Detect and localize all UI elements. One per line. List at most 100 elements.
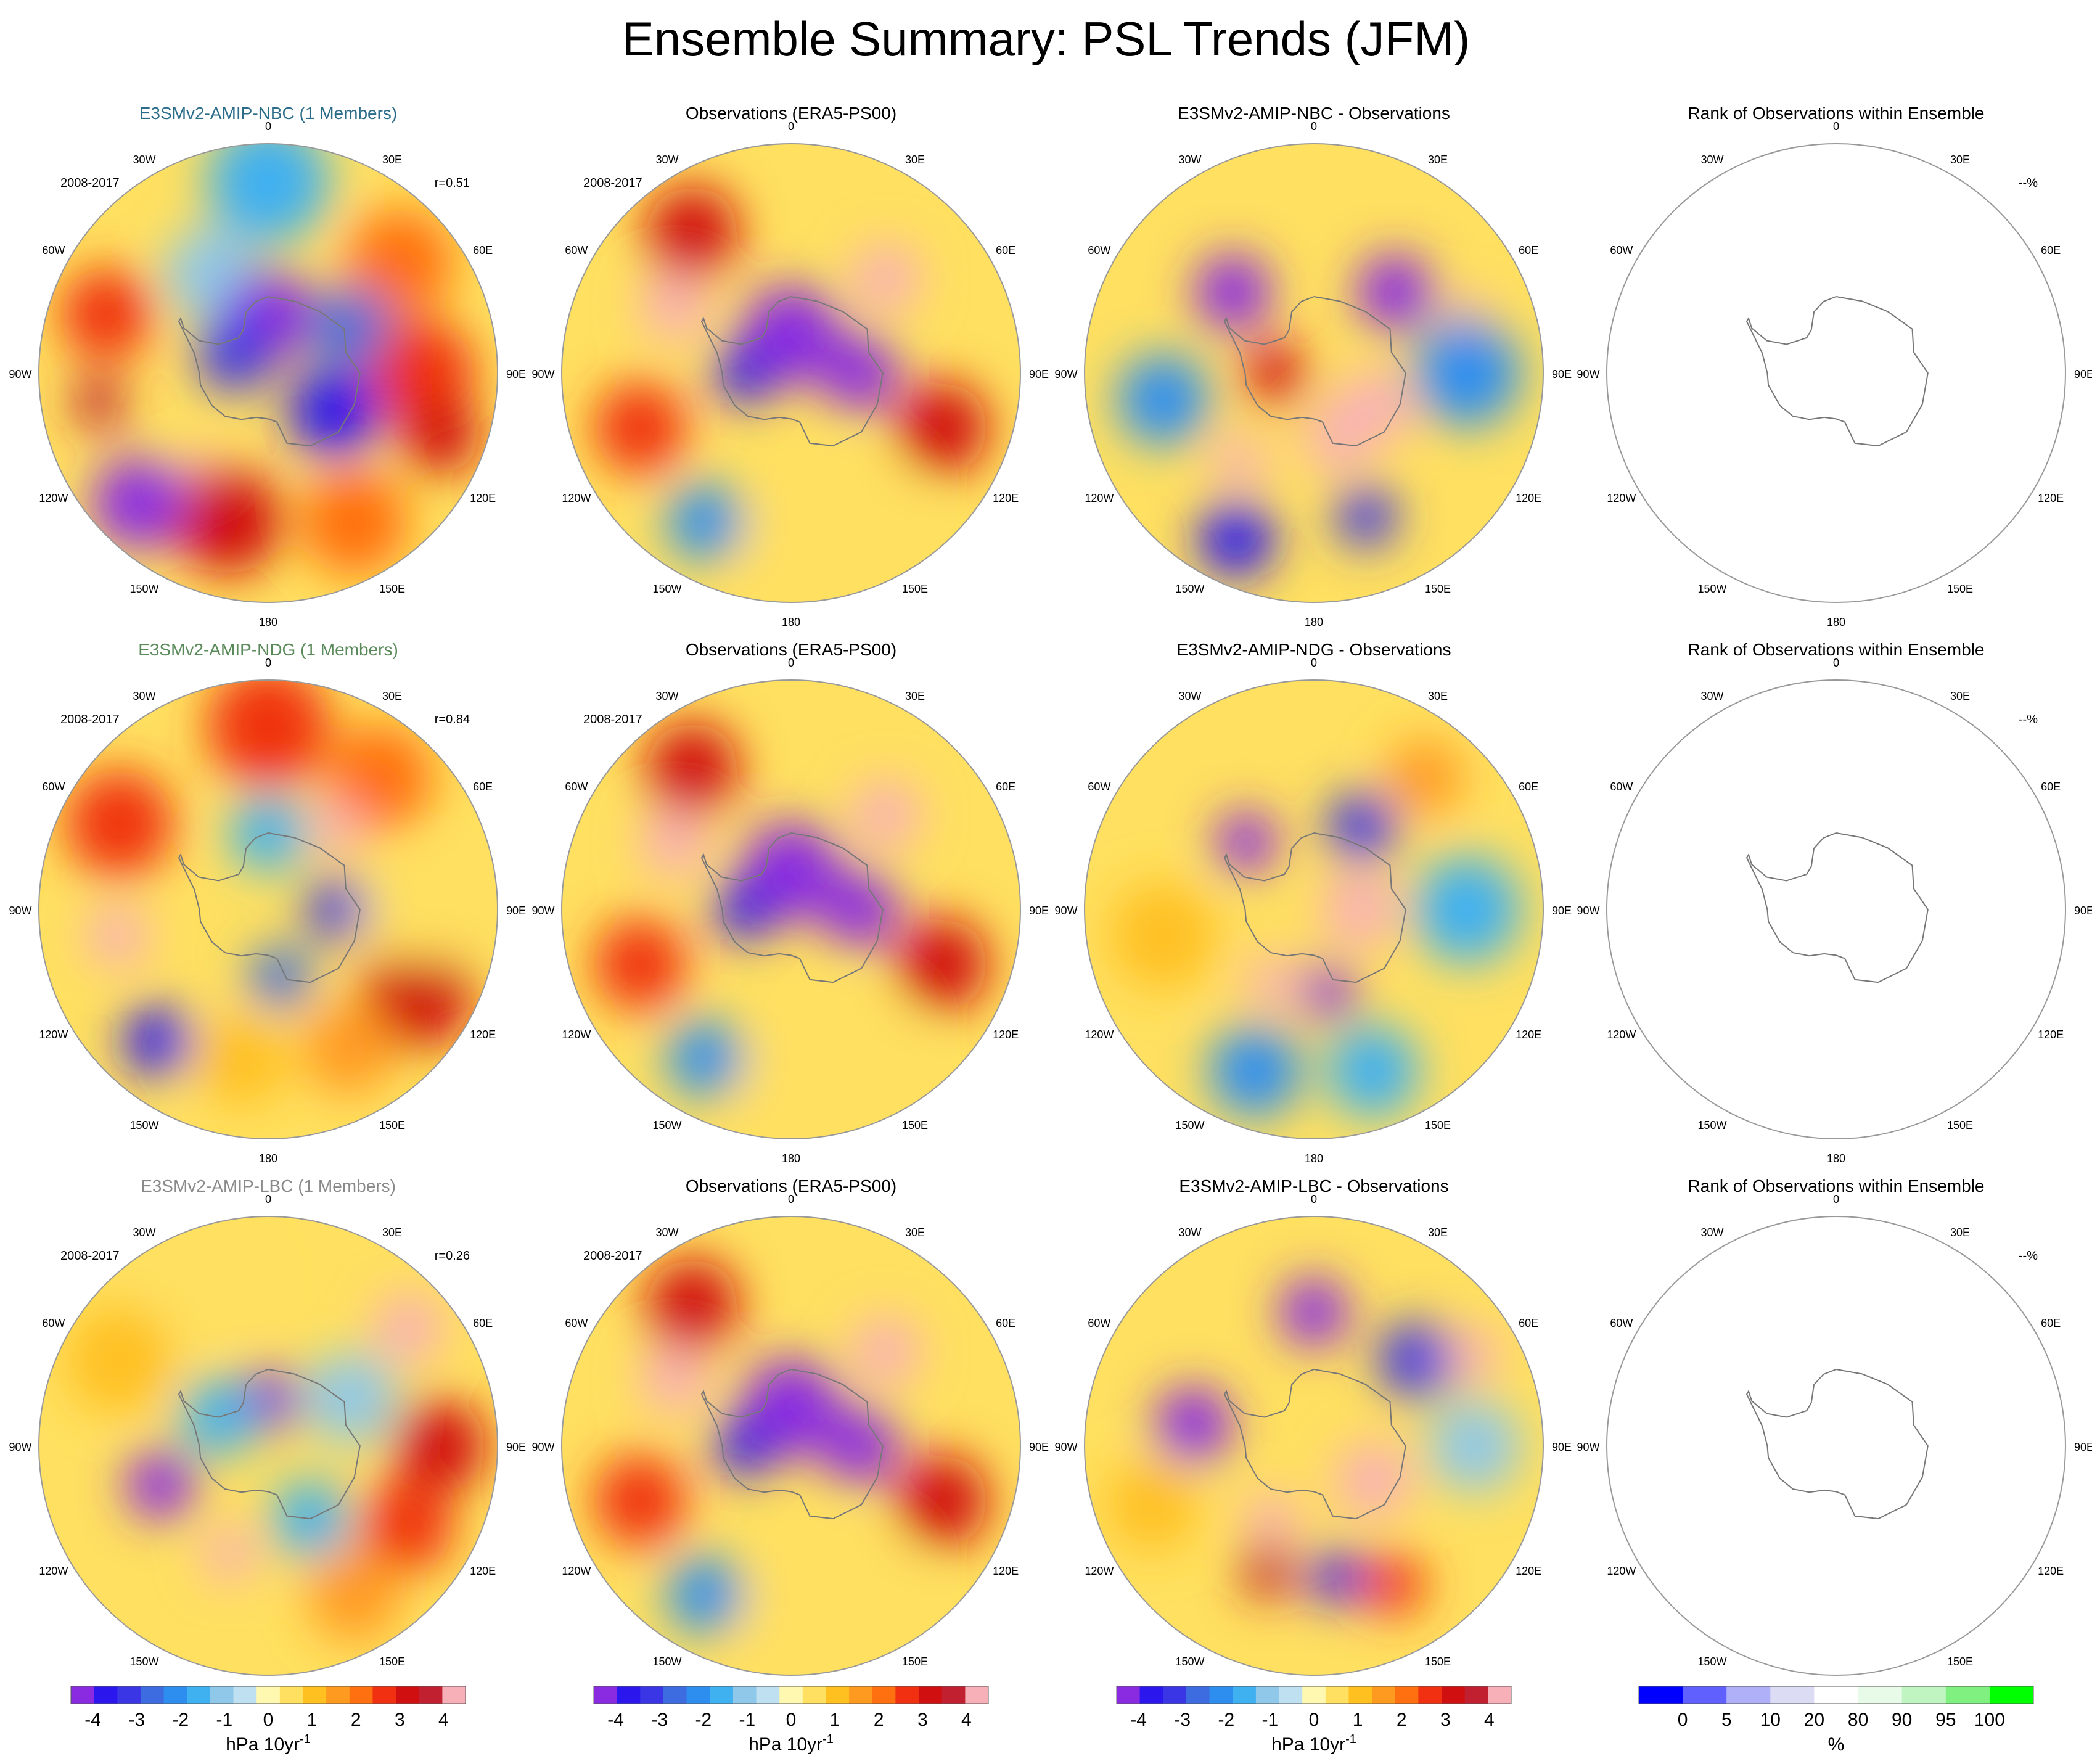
lon-label: 0 [1311, 657, 1317, 669]
colorbar-swatch [419, 1686, 443, 1704]
trend-anomaly [363, 941, 471, 1049]
antarctic-coastline [1745, 296, 1929, 447]
lon-label: 90W [1054, 1441, 1077, 1453]
trend-anomaly [155, 1231, 263, 1338]
colorbar-swatch [756, 1686, 780, 1704]
trend-anomaly [851, 244, 921, 313]
colorbar-units: hPa 10yr-1 [226, 1733, 311, 1755]
colorbar-swatch [1770, 1686, 1815, 1704]
lon-label: 0 [265, 120, 271, 133]
trend-anomaly [197, 316, 274, 392]
trend-blobs [594, 1259, 988, 1664]
colorbar-tick-label: 4 [961, 1710, 972, 1730]
lon-label: 30E [382, 154, 402, 166]
lon-label: 150E [1425, 583, 1451, 595]
trend-anomaly [821, 1532, 914, 1625]
trend-anomaly [641, 271, 710, 341]
trend-anomaly [821, 996, 914, 1088]
trend-anomaly [594, 1454, 686, 1547]
colorbar-swatch [396, 1686, 420, 1704]
trend-anomaly [310, 800, 364, 855]
lon-label: 150E [379, 583, 405, 595]
lon-label: 120E [1516, 1565, 1541, 1577]
trend-anomaly [1335, 486, 1397, 548]
period-label: 2008-2017 [60, 1249, 120, 1263]
lon-label: 120W [1607, 492, 1636, 504]
trend-anomaly [195, 1014, 288, 1106]
lon-label: 0 [265, 1193, 271, 1205]
trend-anomaly [123, 1006, 192, 1076]
trend-anomaly [821, 1408, 898, 1484]
trend-anomaly [361, 1480, 453, 1572]
colorbar-tick-label: -4 [84, 1710, 101, 1730]
colorbar-tick-label: 0 [786, 1710, 797, 1730]
colorbar-tick-label: 4 [438, 1710, 449, 1730]
lon-label: 0 [265, 657, 271, 669]
lon-label: 150E [1425, 1119, 1451, 1131]
colorbar-tick-label: -1 [1262, 1710, 1279, 1730]
colorbar-tick-label: 1 [830, 1710, 840, 1730]
lon-label: 120E [993, 1028, 1019, 1041]
colorbar-tick-label: -3 [651, 1710, 668, 1730]
lon-label: 150W [652, 583, 681, 595]
trend-anomaly [1321, 871, 1398, 948]
lon-label: 120W [562, 492, 591, 504]
lon-label: 60E [473, 781, 493, 793]
lon-label: 0 [1833, 1193, 1839, 1205]
trend-anomaly [745, 1572, 837, 1664]
lon-label: 0 [788, 657, 794, 669]
lon-label: 120E [470, 1028, 496, 1041]
lon-label: 90E [2074, 1441, 2092, 1453]
trend-anomaly [92, 457, 184, 549]
correlation-label: r=0.26 [435, 1249, 470, 1263]
trend-anomaly [202, 1527, 256, 1581]
map-boundary [38, 143, 498, 603]
antarctic-coastline [700, 832, 884, 983]
lon-label: 60W [1610, 781, 1633, 793]
colorbar-swatch [1372, 1686, 1396, 1704]
lon-label: 180 [782, 1152, 800, 1165]
lon-label: 150W [1697, 583, 1726, 595]
trend-anomaly [896, 918, 988, 1011]
map-panel-r2-c1: E3SMv2-AMIP-NDG (1 Members)0 30E 60E 90E 120… [9, 640, 526, 1165]
lon-label: 30W [1700, 154, 1723, 166]
trend-anomaly [1302, 965, 1356, 1019]
lon-label: 0 [1833, 657, 1839, 669]
antarctic-coastline [178, 1369, 361, 1520]
trend-anomaly [745, 1035, 837, 1128]
panel-title: E3SMv2-AMIP-NBC - Observations [1178, 104, 1450, 123]
trend-anomaly [305, 1352, 397, 1444]
colorbar-swatch [1488, 1686, 1512, 1704]
lon-label: 90W [1577, 368, 1599, 380]
lon-label: 150E [1425, 1655, 1451, 1668]
lon-label: 30E [1428, 1226, 1448, 1239]
trend-field [1085, 144, 1543, 602]
trend-anomaly [1413, 856, 1520, 963]
trend-anomaly [313, 287, 390, 364]
colorbar-swatch [140, 1686, 164, 1704]
lon-label: 30W [655, 1226, 678, 1239]
trend-anomaly [325, 724, 433, 832]
colorbar-swatch [895, 1686, 919, 1704]
lon-label: 120E [2038, 1565, 2064, 1577]
lon-label: 0 [1311, 1193, 1317, 1205]
lon-label: 150E [1947, 1119, 1973, 1131]
colorbar-tick-label: -4 [1130, 1710, 1147, 1730]
lon-label: 60E [1519, 781, 1538, 793]
colorbar-tick-label: 0 [1678, 1710, 1688, 1730]
trend-anomaly [896, 382, 988, 474]
colorbar-swatch [919, 1686, 943, 1704]
trend-anomaly [1446, 1327, 1500, 1381]
colorbar-swatch [779, 1686, 803, 1704]
lon-label: 0 [1833, 120, 1839, 133]
antarctic-coastline [1745, 832, 1929, 983]
lon-label: 60W [1088, 1317, 1110, 1329]
map-panel-r1-c1: E3SMv2-AMIP-NBC (1 Members)0 30E 60E 90E 120… [9, 104, 526, 628]
lon-label: 30W [133, 154, 155, 166]
trend-anomaly [207, 144, 330, 244]
lon-label: 90W [9, 368, 31, 380]
lon-label: 30W [1700, 1226, 1723, 1239]
lon-label: 150E [1947, 583, 1973, 595]
colorbar-swatch [732, 1686, 757, 1704]
